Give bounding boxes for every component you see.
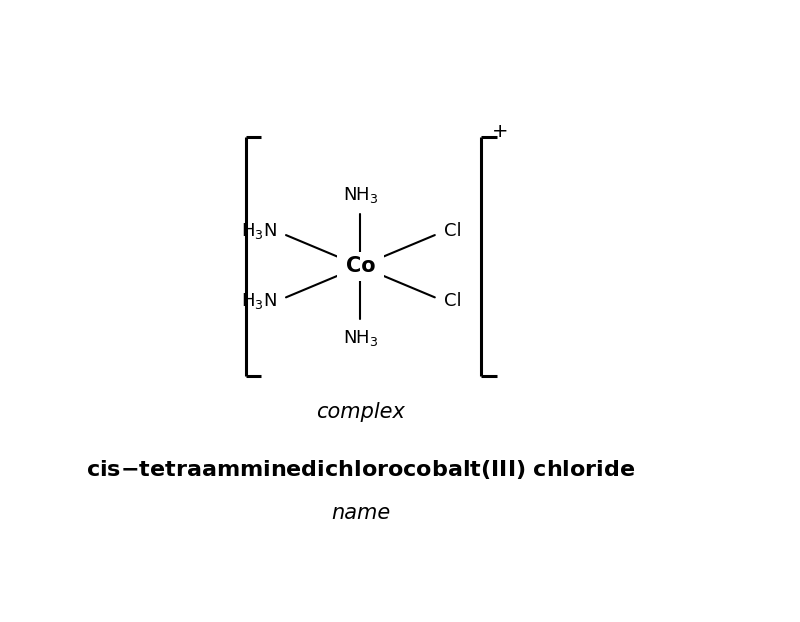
Text: NH$_3$: NH$_3$ [342,185,378,205]
FancyBboxPatch shape [337,252,384,281]
Text: +: + [492,122,508,141]
Text: name: name [330,503,390,523]
Text: H$_3$N: H$_3$N [241,221,277,241]
Text: Cl: Cl [444,222,462,240]
Text: $\mathit{\mathbf{cis}}$$\mathbf{-tetraamminedichlorocobalt(III)\ chloride}$: $\mathit{\mathbf{cis}}$$\mathbf{-tetraam… [86,458,635,481]
Text: complex: complex [316,402,405,422]
Text: NH$_3$: NH$_3$ [342,328,378,348]
Text: H$_3$N: H$_3$N [241,291,277,311]
Text: Co: Co [346,256,375,276]
Text: Cl: Cl [444,292,462,310]
